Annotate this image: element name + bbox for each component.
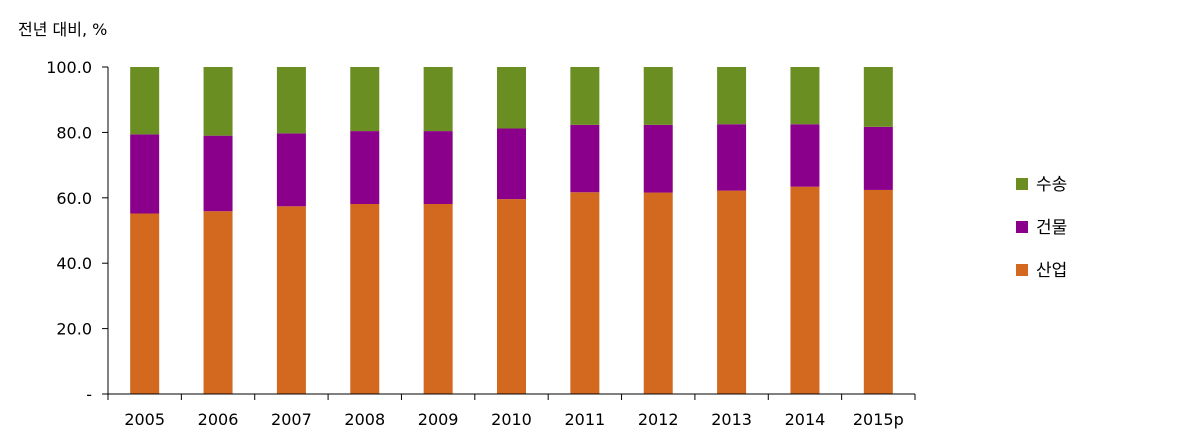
bar-segment-2006-series-2 bbox=[203, 135, 233, 212]
bar-segment-2006-series-1 bbox=[203, 211, 233, 394]
bar-segment-2012-series-3 bbox=[643, 67, 673, 125]
bar-segment-2009-series-3 bbox=[423, 67, 453, 132]
y-tick-label: 80.0 bbox=[56, 123, 92, 142]
x-tick-label: 2009 bbox=[418, 410, 459, 429]
bar-segment-2011-series-2 bbox=[570, 124, 600, 193]
legend-label: 산업 bbox=[1036, 261, 1067, 281]
bar-segment-2013-series-3 bbox=[717, 67, 747, 125]
y-tick-label: 40.0 bbox=[56, 254, 92, 273]
bar-segment-2008-series-1 bbox=[350, 204, 380, 394]
bar-segment-2012-series-2 bbox=[643, 124, 673, 193]
x-tick-label: 2010 bbox=[491, 410, 532, 429]
bar-segment-2005-series-3 bbox=[130, 67, 160, 135]
bar-segment-2015p-series-3 bbox=[863, 67, 893, 127]
bar-segment-2009-series-2 bbox=[423, 131, 453, 205]
x-tick-label: 2011 bbox=[565, 410, 606, 429]
bars-layer bbox=[130, 67, 893, 394]
bar-segment-2015p-series-1 bbox=[863, 189, 893, 394]
legend-item-series-2: 건물 bbox=[1016, 218, 1067, 238]
bar-segment-2013-series-2 bbox=[717, 124, 747, 191]
bar-segment-2010-series-1 bbox=[497, 199, 526, 394]
bar-segment-2010-series-2 bbox=[497, 128, 526, 200]
bar-segment-2008-series-3 bbox=[350, 67, 380, 132]
bar-segment-2011-series-1 bbox=[570, 192, 600, 394]
x-tick-label: 2008 bbox=[344, 410, 385, 429]
legend-label: 건물 bbox=[1036, 218, 1067, 238]
bar-segment-2007-series-1 bbox=[276, 206, 306, 394]
x-tick-label: 2007 bbox=[271, 410, 312, 429]
x-tick-label: 2006 bbox=[198, 410, 239, 429]
legend-swatch bbox=[1016, 264, 1028, 276]
legend-item-series-3: 수송 bbox=[1016, 175, 1067, 195]
legend-swatch bbox=[1016, 178, 1028, 190]
y-tick-label: 20.0 bbox=[56, 320, 92, 339]
bar-segment-2006-series-3 bbox=[203, 67, 233, 136]
bar-segment-2015p-series-2 bbox=[863, 126, 893, 190]
x-tick-label: 2014 bbox=[785, 410, 826, 429]
bar-segment-2007-series-3 bbox=[276, 67, 306, 134]
x-tick-label: 2005 bbox=[124, 410, 165, 429]
bar-segment-2013-series-1 bbox=[717, 190, 747, 394]
bar-segment-2007-series-2 bbox=[276, 133, 306, 207]
bar-segment-2009-series-1 bbox=[423, 204, 453, 394]
bar-segment-2010-series-3 bbox=[497, 67, 526, 129]
y-tick-label: 100.0 bbox=[46, 58, 92, 77]
bar-segment-2005-series-2 bbox=[130, 134, 160, 214]
bar-segment-2014-series-1 bbox=[790, 186, 820, 394]
x-tick-label: 2015p bbox=[853, 410, 904, 429]
bar-segment-2014-series-3 bbox=[790, 67, 820, 125]
y-axis-unit-label: 전년 대비, % bbox=[18, 20, 107, 39]
legend-label: 수송 bbox=[1036, 175, 1067, 195]
x-tick-label: 2012 bbox=[638, 410, 679, 429]
bar-segment-2012-series-1 bbox=[643, 192, 673, 394]
axes-layer: - 20.0 40.0 60.0 80.0 100.0 2005 2006 2007 2008 20… bbox=[46, 58, 916, 429]
bar-segment-2008-series-2 bbox=[350, 131, 380, 205]
legend-item-series-1: 산업 bbox=[1016, 261, 1067, 281]
bar-segment-2014-series-2 bbox=[790, 124, 820, 187]
y-tick-label: 60.0 bbox=[56, 189, 92, 208]
y-tick-label: - bbox=[86, 385, 92, 404]
bar-segment-2005-series-1 bbox=[130, 213, 160, 394]
bar-segment-2011-series-3 bbox=[570, 67, 600, 125]
legend-swatch bbox=[1016, 221, 1028, 233]
x-tick-label: 2013 bbox=[711, 410, 752, 429]
